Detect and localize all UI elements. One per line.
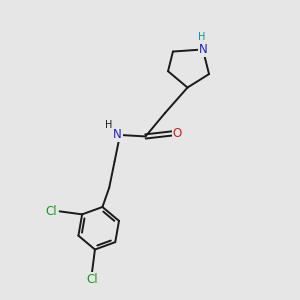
Text: O: O	[173, 127, 182, 140]
Text: H: H	[105, 120, 112, 130]
Text: H: H	[198, 32, 205, 42]
Text: Cl: Cl	[86, 273, 98, 286]
Text: Cl: Cl	[45, 205, 57, 218]
Text: N: N	[199, 43, 207, 56]
Text: N: N	[113, 128, 122, 141]
